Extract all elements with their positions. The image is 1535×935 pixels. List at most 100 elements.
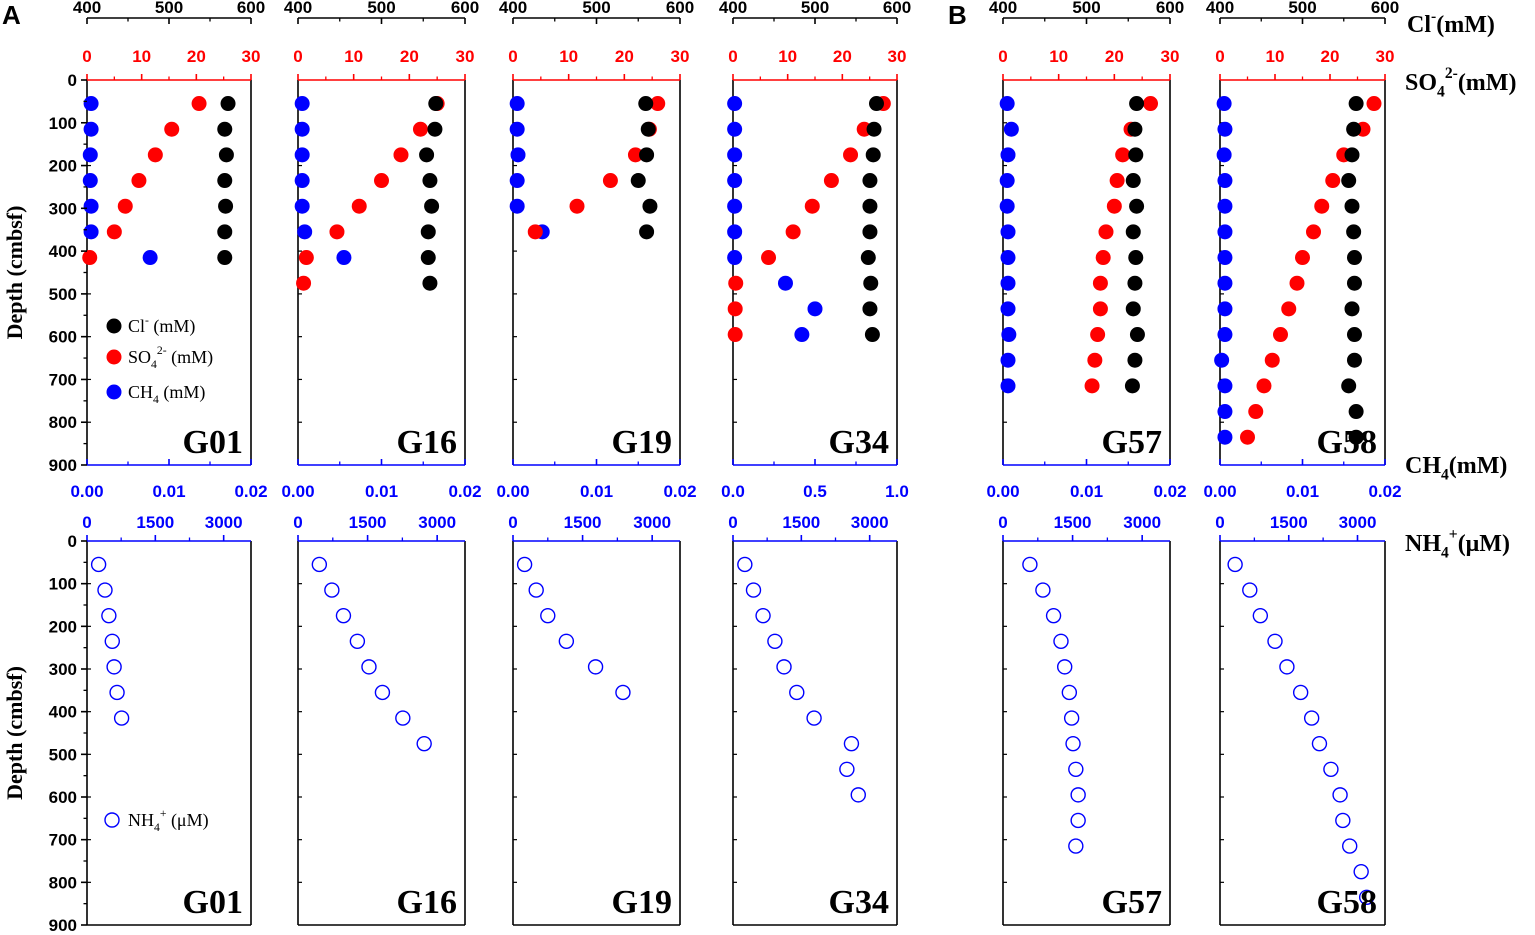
p1-ax-cl-tick-label: 500 [367, 0, 395, 17]
depth-tick-label: 500 [49, 745, 77, 764]
ch4-point [82, 173, 98, 189]
ch4-point [1000, 301, 1016, 317]
station-label-top: G16 [397, 424, 457, 461]
so4-point [1281, 301, 1297, 317]
so4-point [728, 275, 744, 291]
nh4-point [1252, 607, 1269, 624]
cl-point [1125, 301, 1141, 317]
so4-point [627, 147, 643, 163]
station-label-top: G34 [829, 424, 889, 461]
cl-point [866, 121, 882, 137]
cl-point [217, 250, 233, 266]
p2-ax-cl-tick-label: 500 [582, 0, 610, 17]
nh4-tick-label: 3000 [1123, 513, 1161, 532]
ch4-point [1217, 224, 1233, 240]
nh4-point [1242, 582, 1258, 598]
ch4-point [1216, 96, 1232, 112]
nh4-point [1227, 556, 1243, 573]
ch4-point [1217, 429, 1233, 445]
cl-point [862, 224, 878, 240]
nh4-point [395, 710, 411, 726]
ch4-point [509, 96, 525, 112]
ch4-point [1001, 327, 1017, 343]
legend-label-1: SO42- (mM) [128, 344, 213, 371]
depth-tick-label: 800 [49, 873, 77, 892]
nh4-tick-label: 1500 [782, 513, 820, 532]
ch4-point [294, 147, 310, 163]
ch4-tick-label: 0.02 [1368, 482, 1401, 501]
cl-point [427, 121, 443, 137]
cl-axis-title: Cl-(mM) [1407, 8, 1495, 38]
depth-tick-label: 900 [49, 916, 77, 935]
nh4-tick-label: 3000 [418, 513, 456, 532]
cl-point [1344, 301, 1360, 317]
so4-point [1306, 224, 1321, 240]
p2-ax-so4-tick-label: 20 [615, 47, 634, 66]
p1-ax-so4-tick-label: 0 [293, 47, 302, 66]
nh4-point [1303, 710, 1320, 726]
ch4-tick-label: 0.01 [365, 482, 398, 501]
ch4-point [509, 198, 525, 214]
nh4-point [1053, 633, 1069, 649]
ch4-point [1000, 352, 1016, 368]
station-label-bottom: G19 [612, 884, 672, 921]
so4-point [1095, 250, 1111, 266]
nh4-point [755, 607, 771, 624]
cl-point [218, 198, 234, 214]
cl-point [863, 275, 879, 291]
ch4-point [807, 301, 823, 317]
p5-ax-cl-tick-label: 400 [1206, 0, 1234, 17]
ch4-tick-label: 0.0 [721, 482, 745, 501]
ch4-point [1216, 147, 1232, 163]
nh4-point [311, 556, 328, 573]
p3-ax-so4-tick-label: 10 [778, 47, 797, 66]
nh4-tick-label: 0 [82, 513, 91, 532]
nh4-point [349, 633, 366, 649]
p0-ax-cl-tick-label: 500 [155, 0, 183, 17]
p0-ax-so4-tick-label: 20 [187, 47, 206, 66]
so4-point [1098, 224, 1114, 240]
so4-point [602, 173, 618, 189]
ch4-point [777, 275, 793, 291]
so4-point [412, 121, 428, 137]
so4-point [1143, 96, 1159, 112]
so4-point [1240, 429, 1255, 445]
cl-point [1346, 352, 1362, 368]
scatter-g01 [82, 96, 236, 266]
so4-point [191, 96, 207, 112]
cl-point [419, 147, 435, 163]
scatter-g19 [509, 96, 666, 240]
nh4-point [1022, 556, 1038, 573]
ch4-tick-label: 0.00 [281, 482, 314, 501]
p5-ax-cl-tick-label: 600 [1371, 0, 1399, 17]
ch4-point [82, 147, 98, 163]
cl-point [1125, 173, 1141, 189]
nh4-point [97, 582, 113, 598]
so4-point [1087, 352, 1103, 368]
so4-point [296, 275, 312, 291]
nh4-tick-label: 0 [1215, 513, 1224, 532]
p0-ax-so4-tick-label: 10 [132, 47, 151, 66]
depth-tick-label: 600 [49, 328, 77, 347]
ch4-point [336, 250, 352, 266]
so4-point [351, 198, 367, 214]
ch4-point [1217, 275, 1233, 291]
p5-ax-so4-tick-label: 10 [1266, 47, 1285, 66]
p2-ax-cl-tick-label: 600 [666, 0, 694, 17]
nh4-point [1335, 812, 1351, 829]
ch4-point [727, 96, 743, 112]
ch4-tick-label: 0.02 [663, 482, 696, 501]
nh4-point [1323, 761, 1339, 777]
nh4-tick-label: 3000 [851, 513, 889, 532]
ch4-point [509, 173, 525, 189]
p0-ax-cl-tick-label: 600 [237, 0, 265, 17]
cl-point [218, 147, 234, 163]
nh4-point [1061, 684, 1078, 701]
cl-point [640, 121, 656, 137]
cl-point [424, 198, 440, 214]
p5-ax-so4-tick-label: 0 [1215, 47, 1224, 66]
so4-point [804, 198, 820, 214]
ch4-point [142, 250, 158, 266]
so4-point [1084, 378, 1100, 394]
depth-tick-label: 300 [49, 660, 77, 679]
